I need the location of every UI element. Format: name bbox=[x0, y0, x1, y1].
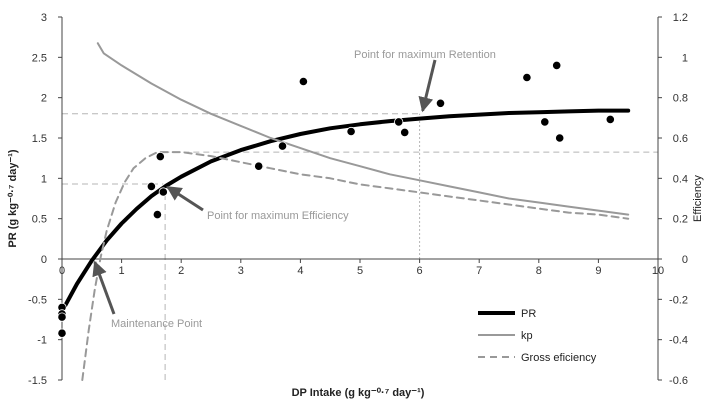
data-points bbox=[57, 60, 615, 338]
data-point bbox=[57, 312, 67, 322]
data-point bbox=[394, 117, 404, 127]
annotations: Point for maximum Retention Point for max… bbox=[92, 49, 496, 330]
legend-label: kp bbox=[521, 330, 533, 342]
x-axis-title: DP Intake (g kg⁻⁰·⁷ day⁻¹) bbox=[292, 387, 425, 399]
y-right-tick-label: 0 bbox=[682, 254, 688, 266]
legend: PR kp Gross eficiency bbox=[478, 308, 597, 364]
x-tick-label: 3 bbox=[238, 265, 244, 277]
data-point bbox=[540, 117, 550, 127]
data-point bbox=[435, 98, 446, 108]
y-right-tick-label: 1 bbox=[682, 52, 688, 64]
y-right-tick-label: -0.6 bbox=[669, 375, 688, 387]
x-tick-label: 2 bbox=[178, 265, 184, 277]
annotation-label-2: Maintenance Point bbox=[111, 318, 202, 330]
y-right-tick-label: -0.2 bbox=[669, 294, 688, 306]
data-point bbox=[400, 127, 410, 137]
data-point bbox=[605, 114, 615, 125]
data-point bbox=[254, 161, 264, 171]
annotation-arrow-1 bbox=[166, 185, 204, 212]
y-right-tick-label: -0.4 bbox=[669, 335, 688, 347]
y-left-tick-label: -0.5 bbox=[28, 294, 47, 306]
x-tick-label: 5 bbox=[357, 265, 363, 277]
data-point bbox=[346, 126, 356, 137]
x-tick-label: 7 bbox=[476, 265, 482, 277]
y-right-tick-label: 1.2 bbox=[673, 12, 688, 24]
y-right-tick-label: 0.2 bbox=[673, 214, 688, 226]
data-point bbox=[522, 72, 532, 83]
y-left-tick-label: 0 bbox=[41, 254, 47, 266]
series-line-pr bbox=[60, 108, 631, 314]
data-point bbox=[146, 181, 156, 191]
x-tick-label: 10 bbox=[652, 265, 664, 277]
data-point bbox=[152, 210, 162, 220]
y-left-tick-label: 2.5 bbox=[32, 52, 47, 64]
y-right-tick-label: 0.8 bbox=[673, 93, 688, 105]
x-tick-label: 6 bbox=[417, 265, 423, 277]
axes: -1.5 -1 -0.5 0 0.5 1 1.5 2 2.5 3 -0.6 -0.4 -0.2 0 0.2 0… bbox=[7, 12, 704, 399]
y-axis-left-title: PR (g kg⁻⁰·⁷ day⁻¹) bbox=[7, 149, 19, 248]
x-tick-label: 9 bbox=[595, 265, 601, 277]
data-point bbox=[155, 152, 165, 162]
annotation-arrow-2 bbox=[92, 260, 116, 315]
data-point bbox=[555, 133, 565, 143]
series-line-gross-eficiency bbox=[81, 151, 630, 381]
data-point bbox=[158, 187, 168, 197]
data-point bbox=[277, 141, 288, 151]
y-right-tick-label: 0.6 bbox=[673, 133, 688, 145]
data-point bbox=[298, 76, 308, 87]
y-left-tick-label: 2 bbox=[41, 93, 47, 105]
legend-label: PR bbox=[521, 308, 536, 320]
data-point bbox=[57, 328, 67, 338]
annotation-label-1: Point for maximum Efficiency bbox=[207, 210, 349, 222]
legend-label: Gross eficiency bbox=[521, 352, 597, 364]
y-left-tick-label: 3 bbox=[41, 12, 47, 24]
annotation-arrow-0 bbox=[418, 59, 437, 113]
x-tick-label: 8 bbox=[536, 265, 542, 277]
x-tick-label: 4 bbox=[297, 265, 303, 277]
series-line-kp bbox=[96, 42, 630, 216]
y-left-tick-label: 1.5 bbox=[32, 133, 47, 145]
x-tick-label: 1 bbox=[119, 265, 125, 277]
y-right-tick-label: 0.4 bbox=[673, 173, 688, 185]
data-point bbox=[552, 60, 562, 71]
reference-lines bbox=[62, 113, 658, 380]
y-left-tick-label: 1 bbox=[41, 173, 47, 185]
y-left-tick-label: -1.5 bbox=[28, 375, 47, 387]
series-lines bbox=[60, 42, 631, 381]
y-left-tick-label: 0.5 bbox=[32, 214, 47, 226]
x-tick-label: 0 bbox=[59, 265, 65, 277]
annotation-label-0: Point for maximum Retention bbox=[354, 49, 496, 61]
y-axis-right-title: Efficiency bbox=[692, 175, 704, 222]
y-left-tick-label: -1 bbox=[37, 335, 47, 347]
